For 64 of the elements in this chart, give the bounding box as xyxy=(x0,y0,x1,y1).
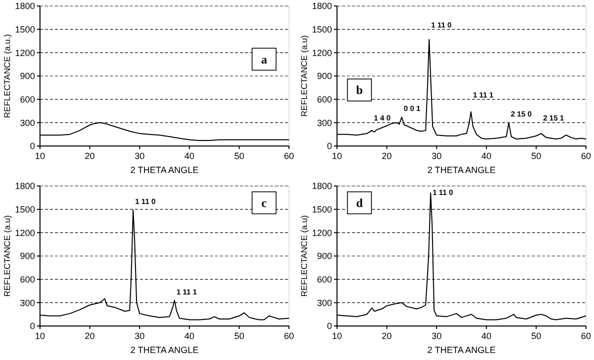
x-tick-label: 40 xyxy=(184,331,194,341)
y-tick-label: 600 xyxy=(316,274,332,284)
annotation: a xyxy=(261,52,268,66)
x-tick-label: 30 xyxy=(134,151,145,161)
y-tick-label: 300 xyxy=(316,298,332,308)
y-tick-label: 1200 xyxy=(312,48,332,58)
y-tick-label: 600 xyxy=(316,94,332,104)
y-tick-label: 1500 xyxy=(14,204,35,214)
y-axis-title: REFLECTANCE (a.u) xyxy=(2,215,12,297)
y-tick-label: 1200 xyxy=(312,228,332,238)
x-tick-label: 60 xyxy=(284,151,294,161)
y-axis-title: REFLECTANCE (a.u) xyxy=(299,35,309,117)
x-tick-label: 50 xyxy=(234,151,244,161)
y-tick-label: 1800 xyxy=(14,181,35,192)
y-tick-label: 1800 xyxy=(14,1,35,12)
x-tick-label: 10 xyxy=(34,331,46,341)
y-tick-label: 900 xyxy=(316,251,332,262)
y-axis-title: REFLECTANCE (a.u) xyxy=(299,215,309,297)
x-tick-label: 20 xyxy=(382,331,392,341)
y-tick-label: 900 xyxy=(20,251,35,262)
y-tick-label: 0 xyxy=(30,141,35,152)
x-tick-label: 20 xyxy=(84,331,95,341)
y-tick-label: 0 xyxy=(326,321,332,332)
x-tick-label: 30 xyxy=(134,331,145,341)
x-tick-label: 60 xyxy=(284,331,294,341)
x-tick-label: 60 xyxy=(580,151,592,161)
annotation: b xyxy=(356,83,364,98)
y-tick-label: 1500 xyxy=(312,24,332,34)
y-tick-label: 0 xyxy=(326,141,332,152)
x-tick-label: 20 xyxy=(382,151,392,161)
annotation: d xyxy=(356,196,364,210)
x-tick-label: 20 xyxy=(84,151,95,161)
y-tick-label: 300 xyxy=(20,118,35,128)
y-axis-title: REFLECTANCE (a.u.) xyxy=(2,34,12,118)
y-tick-label: 1800 xyxy=(312,181,332,192)
y-tick-label: 300 xyxy=(20,298,35,308)
y-tick-label: 1200 xyxy=(14,48,35,58)
x-tick-label: 50 xyxy=(234,331,244,341)
y-tick-label: 600 xyxy=(20,274,35,284)
y-tick-label: 900 xyxy=(316,71,332,82)
x-tick-label: 50 xyxy=(531,151,542,161)
x-tick-label: 50 xyxy=(531,331,542,341)
x-axis-title: 2 THETA ANGLE xyxy=(130,345,199,355)
y-tick-label: 1800 xyxy=(312,1,332,12)
y-tick-label: 900 xyxy=(20,71,35,82)
x-tick-label: 10 xyxy=(332,151,342,161)
x-tick-label: 40 xyxy=(481,331,492,341)
x-axis-title: 2 THETA ANGLE xyxy=(130,165,199,175)
y-tick-label: 1500 xyxy=(14,24,35,34)
x-tick-label: 60 xyxy=(580,331,592,341)
y-tick-label: 1200 xyxy=(14,228,35,238)
x-tick-label: 10 xyxy=(34,151,46,161)
x-tick-label: 40 xyxy=(184,151,194,161)
x-tick-label: 10 xyxy=(332,331,342,341)
x-axis-title: 2 THETA ANGLE xyxy=(427,345,496,355)
y-tick-label: 1500 xyxy=(312,204,332,214)
y-tick-label: 0 xyxy=(30,321,35,332)
annotation: c xyxy=(261,196,268,210)
x-axis-title: 2 THETA ANGLE xyxy=(427,165,496,175)
x-tick-label: 40 xyxy=(481,151,492,161)
x-tick-label: 30 xyxy=(432,151,442,161)
x-tick-label: 30 xyxy=(432,331,442,341)
y-tick-label: 600 xyxy=(20,94,35,104)
y-tick-label: 300 xyxy=(316,118,332,128)
